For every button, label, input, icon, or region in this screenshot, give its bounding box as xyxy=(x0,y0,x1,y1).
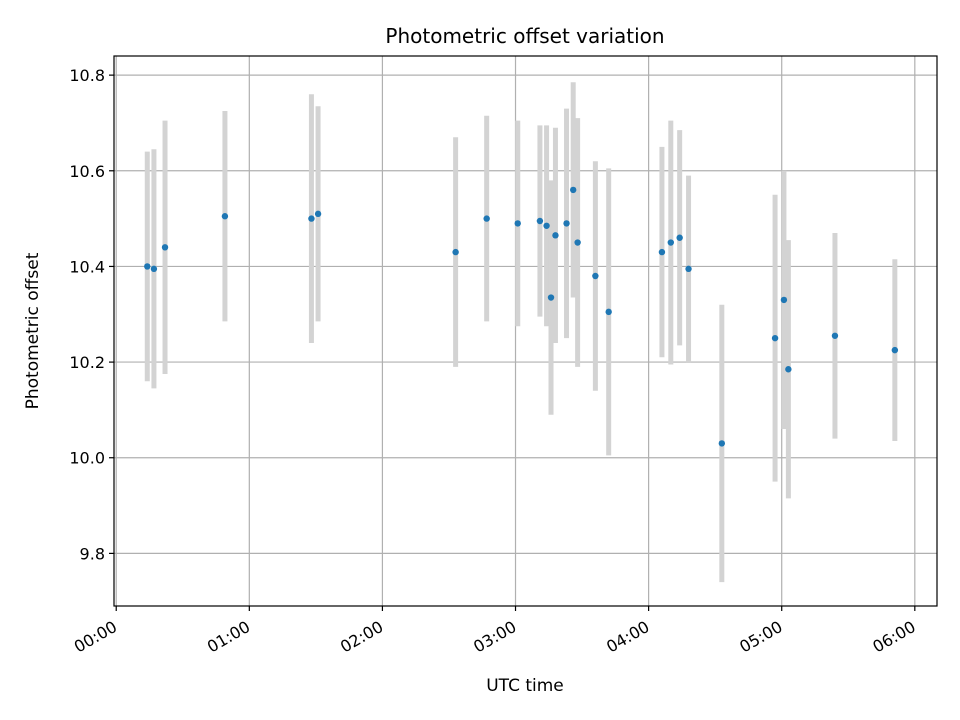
data-point xyxy=(676,234,683,241)
y-tick-label: 10.6 xyxy=(69,162,105,181)
data-point xyxy=(718,440,726,447)
data-point xyxy=(536,217,544,225)
data-point xyxy=(308,215,315,222)
y-axis: 9.8 10.0 10.2 10.4 10.6 10.8 xyxy=(69,66,114,563)
y-tick-label: 10.8 xyxy=(69,66,105,85)
data-point xyxy=(161,244,169,251)
data-point xyxy=(780,296,788,304)
data-point xyxy=(605,308,612,316)
data-point xyxy=(658,248,666,256)
y-axis-label: Photometric offset xyxy=(23,252,43,409)
data-point xyxy=(221,213,229,220)
data-point xyxy=(144,263,151,270)
data-point xyxy=(514,220,521,227)
y-tick-label: 10.4 xyxy=(69,257,105,276)
data-point xyxy=(685,265,692,273)
data-point xyxy=(150,265,158,273)
y-tick-label: 10.0 xyxy=(69,449,105,468)
data-point xyxy=(547,294,555,301)
data-point xyxy=(543,222,550,229)
data-point xyxy=(569,186,577,194)
chart-title: Photometric offset variation xyxy=(385,24,664,48)
data-point xyxy=(314,210,322,218)
x-axis-label: UTC time xyxy=(486,676,564,696)
data-point xyxy=(574,239,581,246)
data-point xyxy=(452,248,459,256)
data-point xyxy=(891,346,899,354)
data-point xyxy=(483,215,490,222)
data-point xyxy=(552,232,559,239)
data-point xyxy=(563,220,570,227)
data-point xyxy=(831,332,839,339)
y-tick-label: 9.8 xyxy=(80,544,105,563)
data-point xyxy=(771,334,779,342)
data-point xyxy=(592,272,599,280)
plot-frame xyxy=(113,55,938,607)
data-point xyxy=(785,366,792,373)
data-points xyxy=(144,186,899,447)
y-tick-label: 10.2 xyxy=(69,353,105,372)
data-point xyxy=(667,239,675,246)
